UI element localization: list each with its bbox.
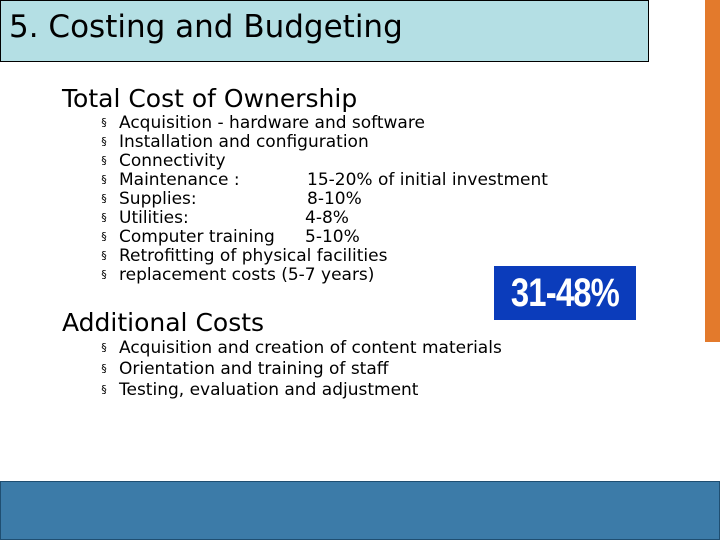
slide-title: 5. Costing and Budgeting: [9, 9, 403, 45]
bullet-icon: §: [101, 341, 107, 354]
tco-heading: Total Cost of Ownership: [62, 84, 358, 113]
cost-value: 4-8%: [305, 208, 349, 228]
bullet-icon: §: [101, 268, 107, 281]
bullet-icon: §: [101, 116, 107, 129]
additional-list: § Acquisition and creation of content ma…: [97, 338, 577, 402]
bullet-icon: §: [101, 383, 107, 396]
bullet-icon: §: [101, 154, 107, 167]
bullet-icon: §: [101, 192, 107, 205]
accent-bar: [705, 0, 720, 342]
bullet-icon: §: [101, 173, 107, 186]
cost-value: 8-10%: [307, 189, 362, 209]
additional-heading: Additional Costs: [62, 308, 265, 337]
bullet-icon: §: [101, 230, 107, 243]
total-range-text: 31-48%: [510, 270, 620, 315]
cost-value: 5-10%: [305, 227, 360, 247]
cost-value: 15-20% of initial investment: [307, 170, 548, 190]
bullet-icon: §: [101, 362, 107, 375]
total-range-badge: 31-48%: [494, 266, 636, 320]
tco-list: § Acquisition - hardware and software § …: [97, 113, 577, 293]
bullet-icon: §: [101, 211, 107, 224]
bullet-icon: §: [101, 249, 107, 262]
bullet-icon: §: [101, 135, 107, 148]
title-box: 5. Costing and Budgeting: [0, 0, 649, 62]
footer-bar: [0, 481, 720, 540]
